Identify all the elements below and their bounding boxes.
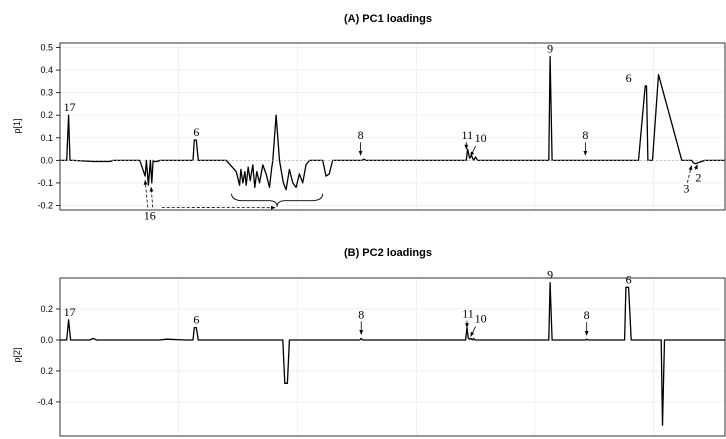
annotation-label-6: 6 — [193, 313, 199, 327]
annotation-label-2: 2 — [695, 171, 701, 185]
annotation-label-8: 8 — [584, 308, 590, 322]
y-tick-label: 0.1 — [40, 133, 53, 143]
panel-b-frame — [59, 277, 726, 437]
y-tick-label: 0.3 — [40, 88, 53, 98]
annotation-arrow — [149, 186, 154, 208]
panel-b-y-ticks: 0.2 0.0 0.2 -0.4 — [37, 304, 60, 407]
annotation-label-8: 8 — [582, 128, 588, 142]
panel-b-y-axis-label: p[2] — [12, 347, 22, 362]
annotation-label-10: 10 — [475, 131, 487, 145]
annotation-label-16: 16 — [144, 208, 156, 222]
annotation-arrow — [143, 179, 149, 208]
annotation-arrow — [470, 326, 476, 337]
panel-pc1-loadings: (A) PC1 loadings 0.5 0.4 0.3 0.2 0.1 0.0 -0.1 -… — [12, 13, 726, 223]
panel-a-frame — [59, 42, 726, 211]
panel-pc2-loadings: (B) PC2 loadings 0.2 0.0 0.2 -0.4 p[2] 17 6 8… — [12, 247, 726, 437]
annotation-label-17: 17 — [64, 100, 76, 114]
annotation-arrow — [694, 164, 698, 170]
panel-a-annotations: 17 6 16 8 11 10 9 8 6 32 — [64, 42, 702, 223]
y-tick-label: 0.2 — [40, 304, 53, 314]
cluster-brace — [231, 193, 324, 207]
annotation-label-8: 8 — [358, 307, 364, 321]
annotation-arrow — [470, 145, 476, 157]
annotation-label-6: 6 — [626, 71, 632, 85]
y-tick-label: -0.1 — [37, 178, 53, 188]
y-tick-label: -0.2 — [37, 200, 53, 210]
y-tick-label: 0.0 — [40, 155, 53, 165]
panel-b-loadings-line — [60, 281, 725, 426]
y-tick-label: 0.0 — [40, 335, 53, 345]
annotation-label-17: 17 — [64, 305, 76, 319]
annotation-label-6: 6 — [193, 125, 199, 139]
annotation-label-10: 10 — [475, 311, 487, 325]
panel-b-annotations: 17 6 8 11 10 9 8 6 — [64, 268, 632, 337]
y-tick-label: 0.2 — [40, 110, 53, 120]
annotation-label-9: 9 — [547, 42, 553, 56]
y-tick-label: -0.4 — [37, 397, 53, 407]
panel-a-y-ticks: 0.5 0.4 0.3 0.2 0.1 0.0 -0.1 -0.2 — [37, 43, 60, 210]
y-tick-label: 0.5 — [40, 43, 53, 53]
panel-a-grid — [60, 43, 725, 210]
annotation-label-8: 8 — [358, 128, 364, 142]
y-tick-label: 0.2 — [40, 366, 53, 376]
annotation-label-9: 9 — [547, 268, 553, 282]
panel-a-title: (A) PC1 loadings — [344, 13, 432, 25]
y-tick-label: 0.4 — [40, 65, 53, 75]
annotation-label-11: 11 — [462, 307, 474, 321]
annotation-label-3: 3 — [683, 182, 689, 196]
annotation-arrow — [687, 165, 693, 183]
panel-b-title: (B) PC2 loadings — [344, 247, 432, 259]
panel-a-y-axis-label: p[1] — [12, 118, 22, 133]
annotation-label-11: 11 — [462, 128, 474, 142]
annotation-label-6: 6 — [626, 272, 632, 286]
panel-a-annotation-arrows — [60, 160, 725, 210]
